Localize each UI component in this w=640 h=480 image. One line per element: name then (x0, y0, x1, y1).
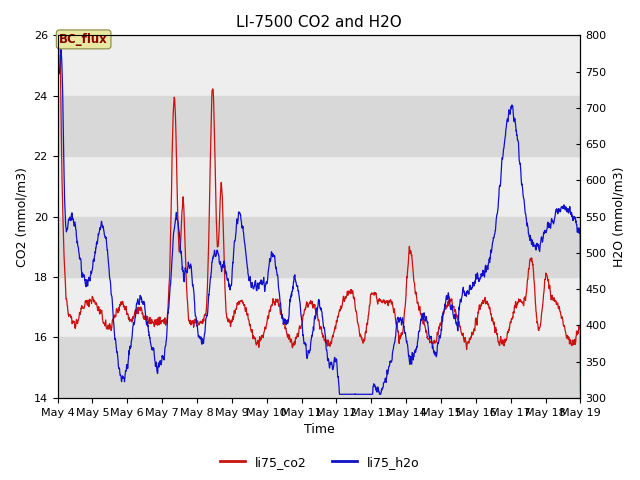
Y-axis label: CO2 (mmol/m3): CO2 (mmol/m3) (15, 167, 28, 266)
Legend: li75_co2, li75_h2o: li75_co2, li75_h2o (215, 451, 425, 474)
X-axis label: Time: Time (303, 423, 334, 436)
Bar (58, 0, 580, 36)
Title: LI-7500 CO2 and H2O: LI-7500 CO2 and H2O (236, 15, 402, 30)
Text: BC_flux: BC_flux (60, 33, 108, 46)
Y-axis label: H2O (mmol/m3): H2O (mmol/m3) (612, 167, 625, 267)
Bar (58, 216, 580, 277)
Bar (58, 96, 580, 156)
Bar (58, 337, 580, 398)
